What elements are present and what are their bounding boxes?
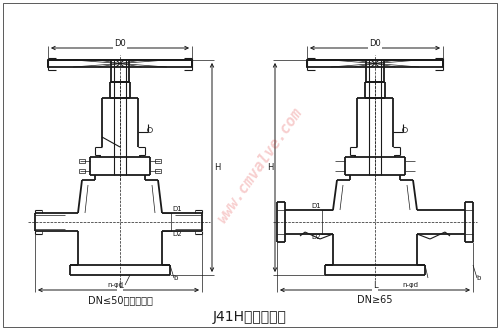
Text: n-φd: n-φd (107, 282, 123, 288)
Bar (307, 60, 443, 67)
Bar (79, 159, 85, 163)
Text: D0: D0 (114, 40, 126, 49)
Bar (155, 159, 161, 163)
Text: DN≥65: DN≥65 (357, 295, 393, 305)
Bar (79, 169, 85, 173)
Text: D1: D1 (311, 203, 321, 209)
Text: www.cmvalve.com: www.cmvalve.com (214, 105, 306, 225)
Text: D2: D2 (172, 231, 182, 237)
Text: J41H铸钢截止阀: J41H铸钢截止阀 (213, 310, 287, 324)
Text: b: b (477, 275, 481, 281)
Text: b: b (174, 275, 178, 281)
Text: DN≤50（可选用）: DN≤50（可选用） (88, 295, 152, 305)
Text: D2: D2 (312, 234, 321, 240)
Text: L: L (118, 281, 122, 290)
Text: H: H (267, 163, 273, 172)
Text: n-φd: n-φd (402, 282, 418, 288)
Bar (155, 169, 161, 173)
Text: D0: D0 (369, 40, 381, 49)
Text: D1: D1 (172, 206, 182, 212)
Bar (48, 60, 192, 67)
Text: H: H (214, 163, 220, 172)
Text: L: L (372, 281, 378, 290)
